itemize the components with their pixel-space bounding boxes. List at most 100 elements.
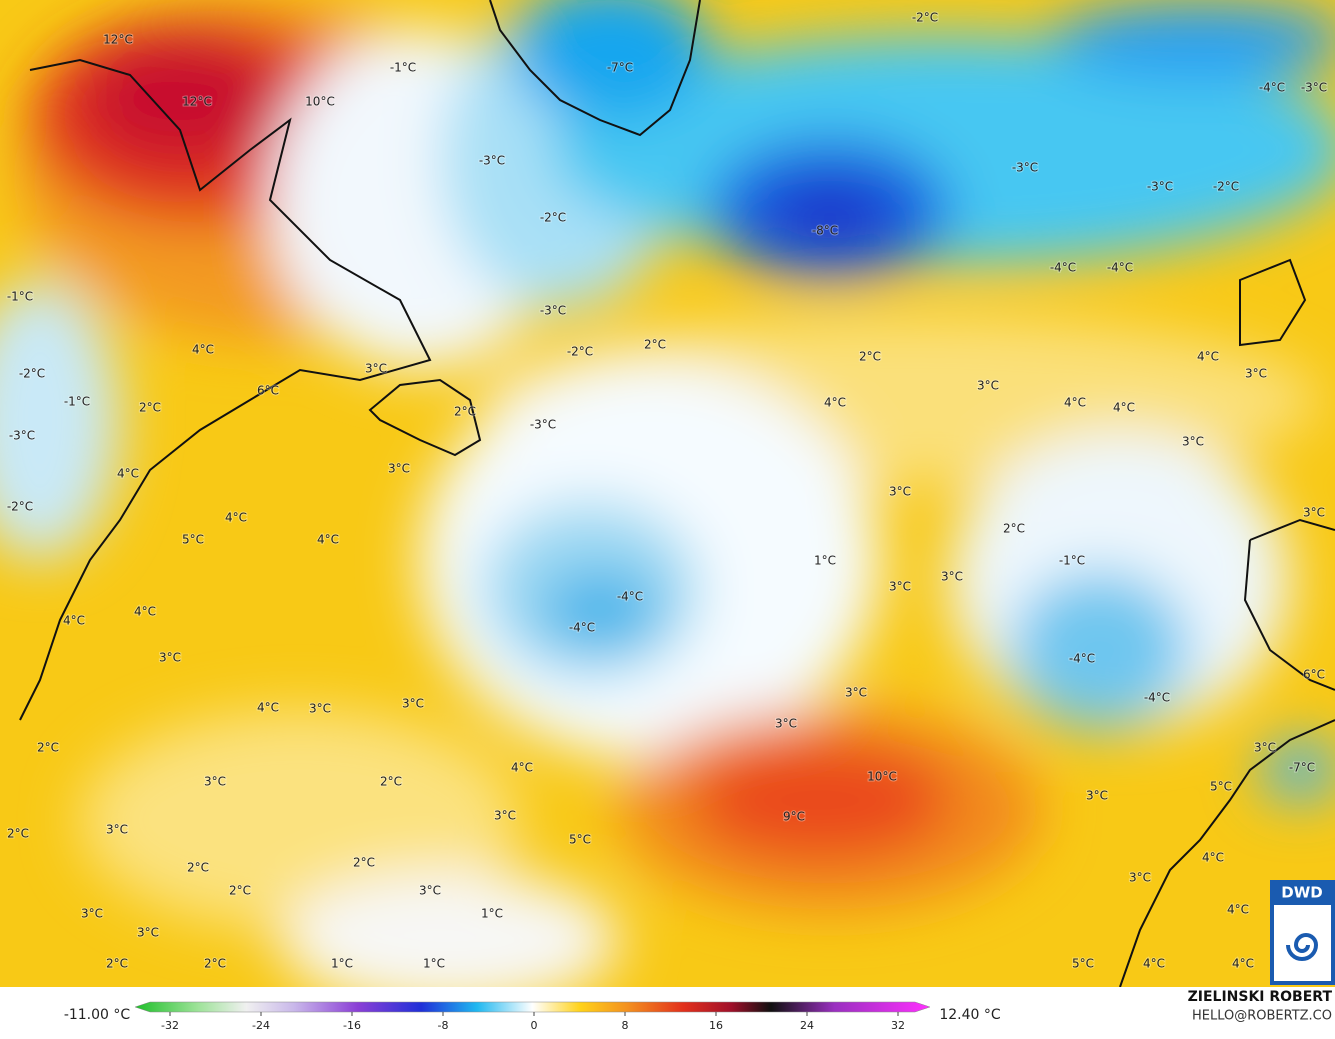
temp-label: -7°C <box>1289 761 1315 775</box>
temp-label: 4°C <box>317 533 339 547</box>
colorbar-min: -11.00 °C <box>64 1007 131 1023</box>
temp-label: -3°C <box>479 154 505 168</box>
temp-label: 5°C <box>182 533 204 547</box>
temp-label: 1°C <box>481 907 503 921</box>
temp-label: -1°C <box>1059 554 1085 568</box>
temp-label: 2°C <box>106 957 128 971</box>
colorbar-tick-label: 16 <box>709 1019 723 1032</box>
logo-inner <box>1274 905 1331 981</box>
temp-label: 5°C <box>569 833 591 847</box>
temp-label: 4°C <box>511 761 533 775</box>
temp-label: 2°C <box>644 338 666 352</box>
temp-label: -2°C <box>567 345 593 359</box>
colorbar-tick-label: -32 <box>161 1019 179 1032</box>
temp-label: 4°C <box>1197 350 1219 364</box>
temp-label: 2°C <box>37 741 59 755</box>
temp-label: -3°C <box>1012 161 1038 175</box>
temp-region <box>540 570 660 650</box>
temp-label: 4°C <box>1227 903 1249 917</box>
temp-region <box>280 870 620 1010</box>
temp-label: -4°C <box>1259 81 1285 95</box>
temp-label: 4°C <box>1202 851 1224 865</box>
coastlines <box>19 0 1335 988</box>
temp-label: 2°C <box>380 775 402 789</box>
temp-label: -2°C <box>7 500 33 514</box>
temp-label: 1°C <box>814 554 836 568</box>
temp-label: 4°C <box>134 605 156 619</box>
temp-label: -4°C <box>1144 691 1170 705</box>
temp-label: 2°C <box>859 350 881 364</box>
temp-label: -7°C <box>607 61 633 75</box>
temp-label: 4°C <box>1113 401 1135 415</box>
temp-label: 3°C <box>309 702 331 716</box>
temp-label: 4°C <box>1232 957 1254 971</box>
temp-region <box>1010 570 1190 730</box>
temp-label: 2°C <box>204 957 226 971</box>
colorbar-tick-label: -16 <box>343 1019 361 1032</box>
temp-label: -1°C <box>7 290 33 304</box>
temp-label: 4°C <box>257 701 279 715</box>
temp-label: 3°C <box>889 580 911 594</box>
temperature-field <box>0 0 1335 1010</box>
temp-label: 10°C <box>305 95 335 109</box>
temp-label: -2°C <box>1213 180 1239 194</box>
temp-region <box>0 280 120 560</box>
temp-label: -3°C <box>9 429 35 443</box>
logo-text: DWD <box>1281 884 1322 902</box>
colorbar-tick-label: 8 <box>622 1019 629 1032</box>
temp-label: -2°C <box>19 367 45 381</box>
temp-label: 4°C <box>1143 957 1165 971</box>
temp-label: 3°C <box>1129 871 1151 885</box>
colorbar-ticks: -32 -24 -16 -8 0 8 16 24 32 <box>161 1012 905 1032</box>
temp-label: 4°C <box>1064 396 1086 410</box>
author: ZIELINSKI ROBERT <box>1188 989 1333 1005</box>
temp-label: 2°C <box>229 884 251 898</box>
temp-label: 3°C <box>137 926 159 940</box>
temp-region <box>770 180 890 250</box>
temp-label: 9°C <box>783 810 805 824</box>
temp-label: 10°C <box>867 770 897 784</box>
temp-label: -2°C <box>540 211 566 225</box>
temp-label: 1°C <box>331 957 353 971</box>
temp-label: -8°C <box>812 224 838 238</box>
temp-label: -3°C <box>530 418 556 432</box>
map-labels: 12°C 12°C 10°C -1°C -3°C -2°C -3°C -2°C 2°C -3°C 2… <box>6 10 1328 972</box>
temp-label: -4°C <box>1107 261 1133 275</box>
temp-label: 2°C <box>139 401 161 415</box>
temp-label: -1°C <box>390 61 416 75</box>
colorbar-tick-label: 24 <box>800 1019 814 1032</box>
temp-label: -3°C <box>540 304 566 318</box>
temp-label: 12°C <box>103 33 133 47</box>
colorbar-tick-label: -24 <box>252 1019 270 1032</box>
temp-label: 3°C <box>941 570 963 584</box>
temp-label: -1°C <box>64 395 90 409</box>
temp-label: 4°C <box>117 467 139 481</box>
temp-label: -2°C <box>912 11 938 25</box>
logo-swirl <box>1286 933 1319 961</box>
temp-label: 2°C <box>7 827 29 841</box>
temp-label: 3°C <box>365 362 387 376</box>
temp-label: -4°C <box>569 621 595 635</box>
temp-label: 2°C <box>187 861 209 875</box>
temp-label: 3°C <box>977 379 999 393</box>
temp-label: -3°C <box>1147 180 1173 194</box>
temp-label: 5°C <box>1210 780 1232 794</box>
temp-label: 3°C <box>204 775 226 789</box>
temp-region <box>1260 740 1335 800</box>
temp-label: -4°C <box>1069 652 1095 666</box>
temp-label: 5°C <box>1072 957 1094 971</box>
temp-label: 3°C <box>1303 506 1325 520</box>
temp-region <box>690 740 950 860</box>
temp-label: 3°C <box>845 686 867 700</box>
temp-label: -4°C <box>1050 261 1076 275</box>
temp-label: -3°C <box>1301 81 1327 95</box>
temp-label: 1°C <box>423 957 445 971</box>
temp-label: 2°C <box>353 856 375 870</box>
temp-label: 3°C <box>775 717 797 731</box>
temp-label: 3°C <box>889 485 911 499</box>
temp-region <box>80 35 280 165</box>
temp-label: 3°C <box>402 697 424 711</box>
temp-label: 4°C <box>225 511 247 525</box>
